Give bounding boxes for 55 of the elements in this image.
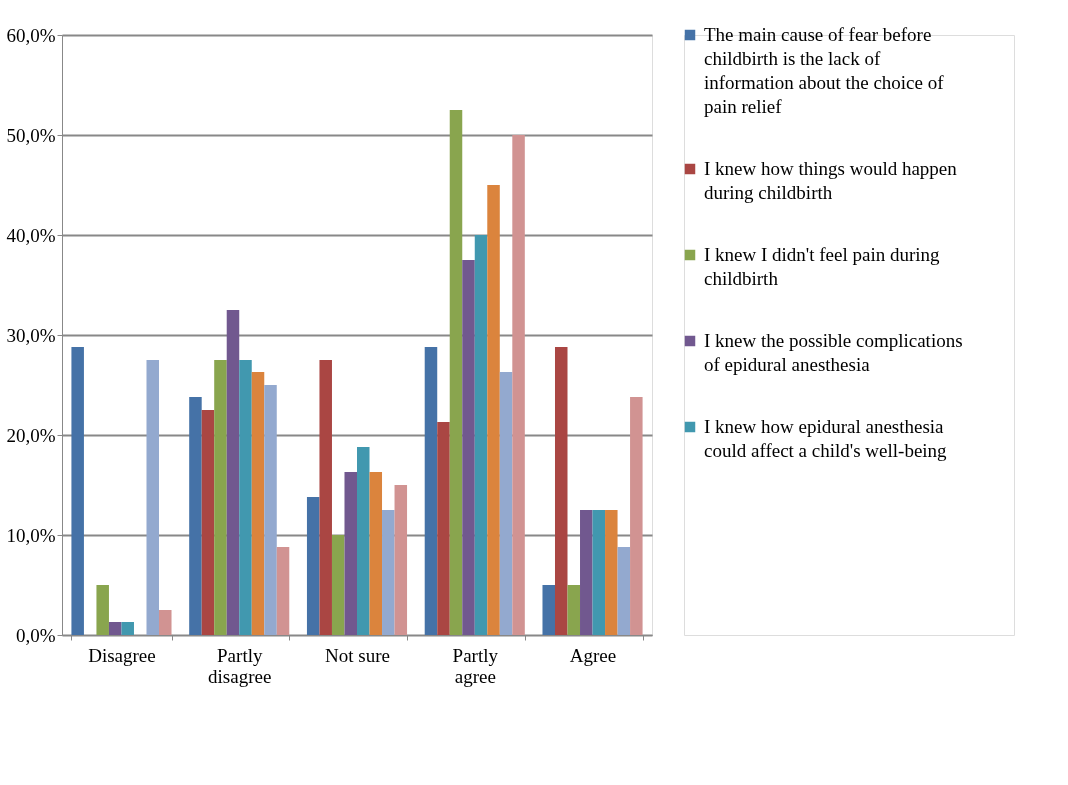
bar [71,347,84,635]
legend-label: I knew the possible complications of epidural anesthesia [704,330,963,375]
bar [159,610,172,635]
legend-label: I knew how things would happen during childbirth [704,158,958,203]
bar [567,585,581,635]
bar [357,447,370,635]
x-tick-label: Agree [569,644,617,666]
y-tick-label: 10,0% [6,524,56,546]
legend-label: I knew how epidural anesthesia could affect a child's well-being [704,416,948,461]
bar [554,347,568,635]
bar [189,397,202,635]
bar [499,372,513,635]
y-tick-label: 20,0% [6,424,56,446]
bar [382,510,395,635]
bar [319,360,332,635]
bar [424,347,438,635]
bar [214,360,227,635]
x-tick-label: Disagree [88,644,156,666]
bar [630,397,643,635]
bar [449,110,463,635]
y-tick-label: 60,0% [6,24,56,46]
bar [226,310,240,635]
bar [251,372,265,635]
bar [592,510,606,635]
bar [487,185,500,635]
bar [617,547,631,635]
bar [96,585,109,635]
bar [462,260,475,635]
bar [344,472,357,635]
bar [394,485,408,635]
x-tick-label: Partly agree [452,644,499,687]
y-tick-label: 0,0% [15,624,56,646]
bar [108,622,122,635]
bar [264,385,277,635]
x-tick-label: Partly disagree [208,644,272,687]
bar [512,135,525,635]
bar [474,235,488,635]
bar [239,360,252,635]
y-tick-label: 40,0% [6,224,56,246]
bar [437,422,450,635]
bar [331,535,345,635]
bar [201,410,215,635]
bar [306,497,320,635]
bar [605,510,618,635]
legend-label: I knew I didn't feel pain during childbirth [704,244,941,289]
bar [276,547,290,635]
legend-label: The main cause of fear before childbirth is the lack of information about the choice of pain relief [704,24,945,117]
bar [542,585,555,635]
bar [580,510,593,635]
bar [121,622,134,635]
y-tick-label: 30,0% [6,324,56,346]
bar [146,360,160,635]
y-tick-label: 50,0% [6,124,56,146]
x-tick-label: Not sure [325,644,390,666]
bar [369,472,383,635]
